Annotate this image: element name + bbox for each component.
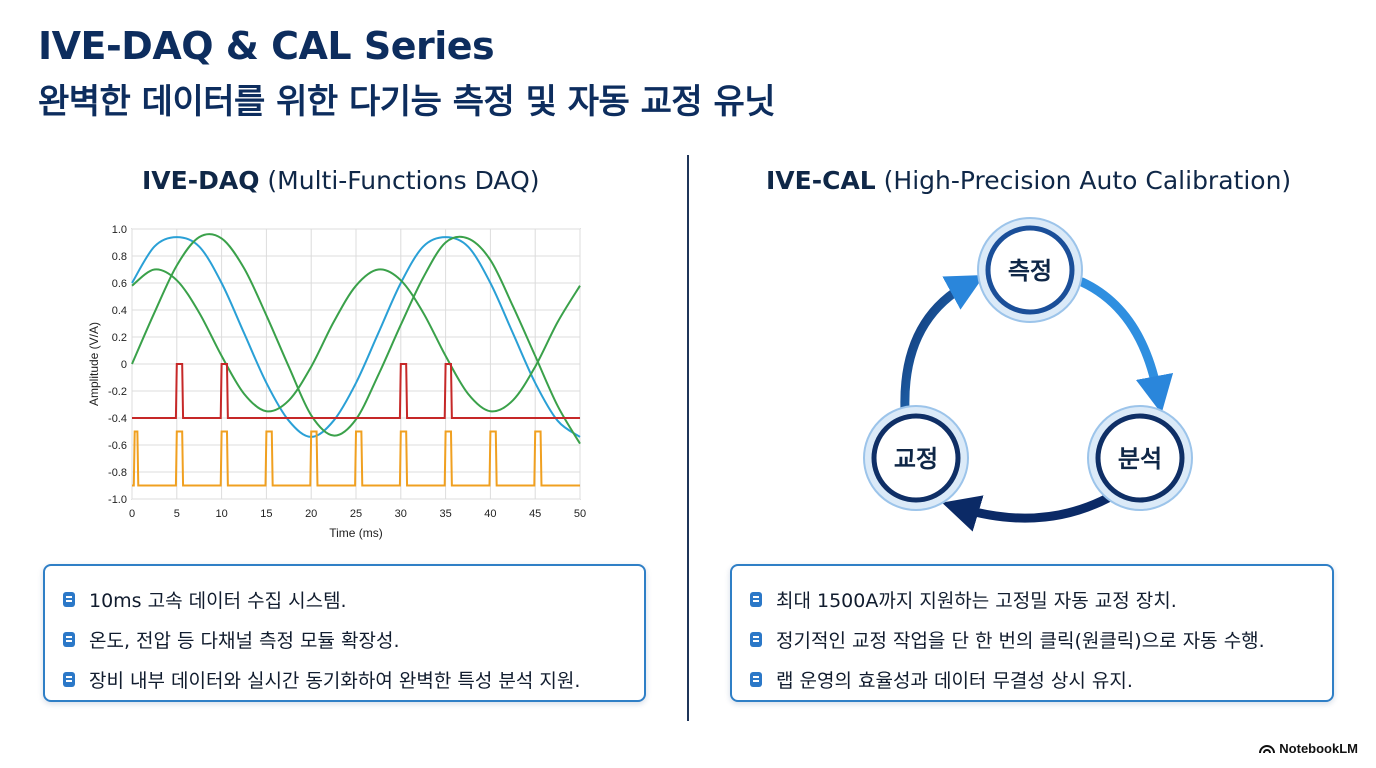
daq-waveform-chart: 0 5 10 15 20 25 30 35 40 45 50 1.0 0.8 0.6 0.4 0.2 0 -0.2… — [87, 224, 586, 540]
list-item: 정기적인 교정 작업을 단 한 번의 클릭(원클릭)으로 자동 수행. — [750, 619, 1332, 659]
x-tick-label: 25 — [350, 508, 362, 520]
bullet-icon — [63, 591, 75, 607]
x-tick-label: 35 — [439, 508, 451, 520]
y-axis-label: Amplitude (V/A) — [87, 322, 101, 406]
x-tick-label: 40 — [484, 508, 496, 520]
y-tick-label: -1.0 — [108, 494, 127, 506]
bullet-icon — [63, 631, 75, 647]
daq-heading-bold: IVE-DAQ — [142, 166, 260, 195]
cal-heading-bold: IVE-CAL — [766, 166, 876, 195]
daq-heading-rest: (Multi-Functions DAQ) — [259, 166, 540, 195]
series-line — [132, 363, 580, 419]
page-title: IVE-DAQ & CAL Series — [38, 24, 495, 68]
cal-heading: IVE-CAL (High-Precision Auto Calibration… — [766, 166, 1291, 195]
cycle-node-analyze: 분석 — [1087, 405, 1193, 511]
bullet-icon — [750, 631, 762, 647]
bullet-text: 온도, 전압 등 다채널 측정 모듈 확장성. — [89, 629, 400, 652]
x-axis-label: Time (ms) — [329, 526, 383, 540]
daq-feature-box: 10ms 고속 데이터 수집 시스템. 온도, 전압 등 다채널 측정 모듈 확… — [43, 564, 646, 702]
cycle-node-calibrate: 교정 — [863, 405, 969, 511]
bullet-text: 10ms 고속 데이터 수집 시스템. — [89, 589, 347, 612]
list-item: 온도, 전압 등 다채널 측정 모듈 확장성. — [63, 619, 644, 659]
cycle-node-label: 교정 — [894, 445, 938, 473]
cal-heading-rest: (High-Precision Auto Calibration) — [875, 166, 1292, 195]
y-tick-label: 0.8 — [112, 251, 127, 263]
list-item: 최대 1500A까지 지원하는 고정밀 자동 교정 장치. — [750, 579, 1332, 619]
y-tick-label: -0.4 — [108, 413, 127, 425]
bullet-icon — [750, 671, 762, 687]
x-tick-label: 50 — [574, 508, 586, 520]
panel-divider — [687, 155, 689, 721]
page-subtitle: 완벽한 데이터를 위한 다기능 측정 및 자동 교정 유닛 — [38, 82, 776, 122]
y-tick-label: 0.6 — [112, 278, 127, 290]
x-tick-label: 45 — [529, 508, 541, 520]
cal-feature-box: 최대 1500A까지 지원하는 고정밀 자동 교정 장치. 정기적인 교정 작업… — [730, 564, 1334, 702]
list-item: 장비 내부 데이터와 실시간 동기화하여 완벽한 특성 분석 지원. — [63, 659, 644, 699]
x-tick-label: 10 — [215, 508, 227, 520]
cycle-arrow-calibrate-to-measure — [900, 274, 985, 415]
series-line — [131, 233, 581, 445]
x-tick-label: 15 — [260, 508, 272, 520]
bullet-text: 정기적인 교정 작업을 단 한 번의 클릭(원클릭)으로 자동 수행. — [776, 629, 1265, 652]
bullet-text: 장비 내부 데이터와 실시간 동기화하여 완벽한 특성 분석 지원. — [89, 669, 581, 692]
series-line — [131, 268, 581, 413]
series-line — [131, 236, 581, 438]
x-tick-label: 0 — [129, 508, 135, 520]
list-item: 10ms 고속 데이터 수집 시스템. — [63, 579, 644, 619]
notebooklm-icon — [1259, 744, 1276, 753]
bullet-icon — [750, 591, 762, 607]
y-tick-label: -0.2 — [108, 386, 127, 398]
x-tick-label: 20 — [305, 508, 317, 520]
daq-feature-list: 10ms 고속 데이터 수집 시스템. 온도, 전압 등 다채널 측정 모듈 확… — [63, 579, 644, 699]
bullet-icon — [63, 671, 75, 687]
list-item: 랩 운영의 효율성과 데이터 무결성 상시 유지. — [750, 659, 1332, 699]
y-tick-label: -0.8 — [108, 467, 127, 479]
y-tick-label: 0 — [121, 359, 127, 371]
y-tick-label: 0.2 — [112, 332, 127, 344]
calibration-cycle-diagram: 측정 분석 교정 — [863, 217, 1193, 532]
daq-heading: IVE-DAQ (Multi-Functions DAQ) — [142, 166, 540, 195]
cycle-node-label: 분석 — [1118, 445, 1162, 473]
brand-watermark: NotebookLM — [1259, 741, 1358, 756]
cycle-node-measure: 측정 — [977, 217, 1083, 323]
cycle-arrow-analyze-to-calibrate — [941, 485, 1127, 532]
brand-name: NotebookLM — [1279, 741, 1358, 756]
x-tick-label: 5 — [174, 508, 180, 520]
cycle-arrow-measure-to-analyze — [1077, 277, 1174, 414]
y-tick-label: -0.6 — [108, 440, 127, 452]
y-tick-label: 1.0 — [112, 224, 127, 236]
bullet-text: 최대 1500A까지 지원하는 고정밀 자동 교정 장치. — [776, 589, 1177, 612]
cycle-node-label: 측정 — [1008, 257, 1052, 285]
y-tick-label: 0.4 — [112, 305, 127, 317]
x-tick-label: 30 — [395, 508, 407, 520]
series-line — [132, 430, 580, 487]
cal-feature-list: 최대 1500A까지 지원하는 고정밀 자동 교정 장치. 정기적인 교정 작업… — [750, 579, 1332, 699]
bullet-text: 랩 운영의 효율성과 데이터 무결성 상시 유지. — [776, 669, 1133, 692]
